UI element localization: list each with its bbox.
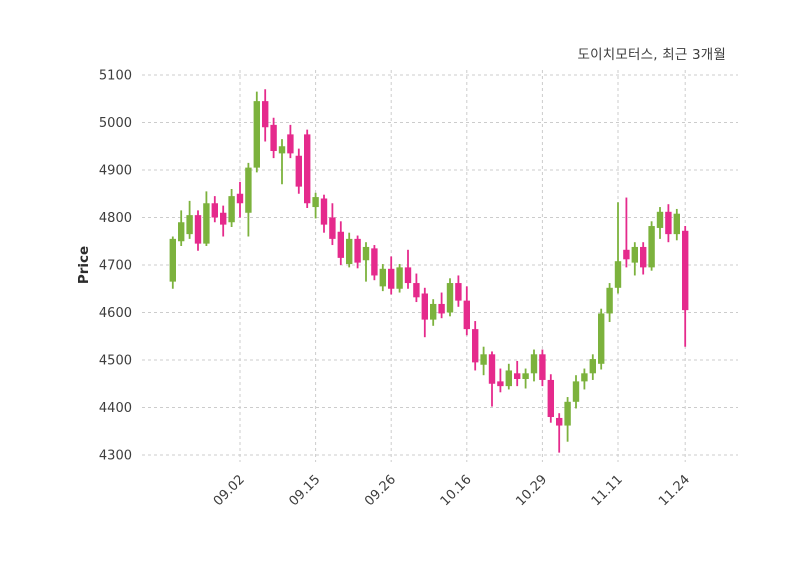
x-tick-labels: 09.02 09.15 09.26 10.16 10.29 11.11 11.24 bbox=[211, 472, 693, 509]
candle bbox=[186, 200, 193, 239]
candle bbox=[371, 245, 378, 281]
candle bbox=[547, 374, 554, 423]
candle bbox=[438, 292, 445, 319]
y-tick-label: 4400 bbox=[99, 401, 132, 416]
candle bbox=[589, 354, 596, 380]
candle bbox=[564, 397, 571, 442]
candle bbox=[505, 363, 512, 390]
candle bbox=[581, 368, 588, 390]
y-tick-label: 4900 bbox=[99, 164, 132, 179]
candle bbox=[220, 205, 227, 237]
candle bbox=[337, 221, 344, 265]
candle bbox=[421, 287, 428, 338]
candle bbox=[236, 181, 244, 218]
y-tick-label: 5100 bbox=[99, 69, 132, 84]
candle bbox=[572, 375, 580, 409]
candle bbox=[362, 242, 370, 282]
candle bbox=[539, 349, 546, 387]
candle bbox=[396, 264, 403, 293]
candle bbox=[472, 321, 479, 371]
candle bbox=[522, 368, 529, 389]
candle bbox=[203, 191, 210, 246]
candle bbox=[488, 351, 496, 407]
candle bbox=[623, 197, 630, 268]
y-tick-label: 5000 bbox=[99, 116, 132, 131]
candle bbox=[598, 308, 605, 370]
candle bbox=[253, 91, 260, 173]
candle bbox=[682, 226, 689, 347]
candle bbox=[614, 202, 622, 294]
candle bbox=[514, 360, 521, 387]
candle bbox=[463, 286, 470, 336]
candle bbox=[665, 204, 672, 243]
candle bbox=[673, 208, 680, 241]
candle bbox=[606, 283, 613, 322]
chart-title: 도이치모터스, 최근 3개월 bbox=[577, 47, 726, 63]
candle bbox=[194, 210, 202, 251]
candle bbox=[455, 275, 462, 307]
candle bbox=[228, 189, 235, 227]
candle bbox=[497, 368, 504, 393]
candle bbox=[312, 192, 319, 219]
candle bbox=[329, 203, 336, 246]
x-tick-label: 11.11 bbox=[589, 472, 626, 509]
candle bbox=[430, 299, 437, 326]
candle bbox=[320, 194, 328, 233]
candle bbox=[211, 196, 218, 223]
candle bbox=[304, 129, 311, 208]
y-tick-label: 4700 bbox=[99, 259, 132, 274]
candle bbox=[287, 124, 294, 159]
candle bbox=[270, 117, 277, 159]
x-tick-label: 09.02 bbox=[211, 472, 248, 509]
y-tick-label: 4600 bbox=[99, 306, 132, 321]
x-tick-label: 09.15 bbox=[287, 472, 324, 509]
y-tick-labels: 4300 4400 4500 4600 4700 4800 4900 5000 5100 bbox=[99, 69, 132, 464]
candle bbox=[631, 242, 638, 276]
candle bbox=[404, 249, 412, 289]
grid-layer bbox=[142, 70, 738, 462]
x-tick-label: 10.29 bbox=[513, 472, 550, 509]
candle bbox=[388, 256, 395, 295]
candle bbox=[346, 232, 353, 268]
candles-layer bbox=[169, 89, 689, 453]
candle bbox=[648, 221, 655, 271]
candle bbox=[354, 235, 361, 269]
y-axis-label: Price bbox=[76, 246, 92, 284]
y-tick-label: 4800 bbox=[99, 211, 132, 226]
candle bbox=[278, 139, 286, 185]
candle bbox=[245, 162, 252, 237]
candle bbox=[262, 89, 269, 142]
candle bbox=[556, 413, 563, 453]
candle bbox=[379, 264, 386, 292]
candle bbox=[640, 242, 647, 275]
candle bbox=[169, 236, 176, 289]
candle bbox=[295, 148, 302, 194]
y-tick-label: 4500 bbox=[99, 354, 132, 369]
candle bbox=[480, 346, 487, 376]
candle bbox=[656, 207, 664, 239]
x-tick-label: 10.16 bbox=[438, 472, 475, 509]
candle bbox=[446, 278, 454, 317]
y-tick-label: 4300 bbox=[99, 449, 132, 464]
x-tick-label: 09.26 bbox=[362, 472, 399, 509]
candle bbox=[413, 273, 420, 303]
candle bbox=[178, 210, 185, 246]
x-tick-label: 11.24 bbox=[656, 472, 693, 509]
candle bbox=[530, 349, 538, 382]
